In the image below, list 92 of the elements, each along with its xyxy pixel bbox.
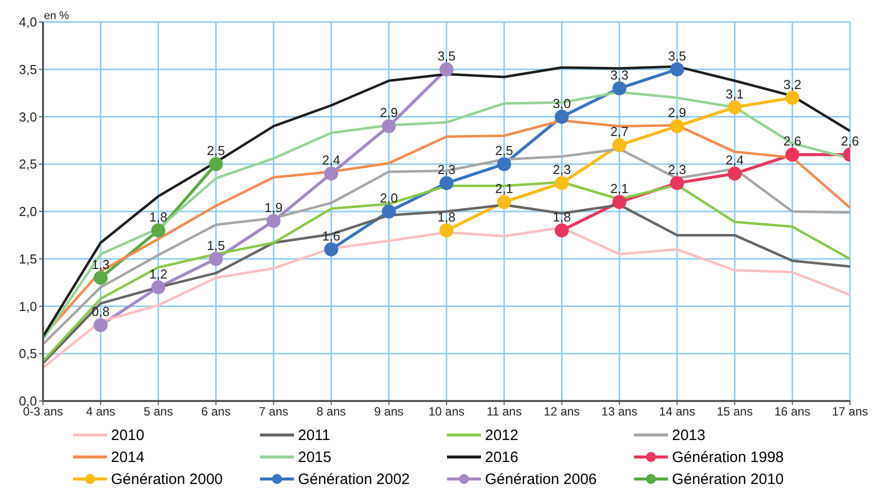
point bbox=[612, 81, 626, 96]
x-tick-label: 11 ans bbox=[486, 404, 522, 419]
data-label: 2,9 bbox=[380, 105, 398, 120]
point bbox=[382, 204, 396, 218]
point bbox=[440, 62, 454, 76]
data-label: 2,6 bbox=[840, 134, 860, 149]
data-label: 2,7 bbox=[610, 124, 628, 140]
point bbox=[266, 214, 281, 228]
legend-label: 2011 bbox=[298, 426, 330, 444]
data-label: 3,1 bbox=[726, 86, 744, 102]
point bbox=[440, 223, 454, 238]
x-tick-label: 12 ans bbox=[544, 404, 580, 419]
legend-label: Génération 2010 bbox=[672, 470, 784, 488]
point bbox=[497, 157, 512, 172]
data-label: 2,3 bbox=[668, 162, 686, 178]
point bbox=[151, 280, 166, 294]
legend-label: 2016 bbox=[485, 448, 518, 466]
x-tick-label: 9 ans bbox=[374, 404, 404, 419]
x-tick-label: 7 ans bbox=[258, 404, 288, 419]
data-label: 2,5 bbox=[495, 143, 514, 158]
y-tick-label: 1,0 bbox=[18, 298, 37, 314]
y-tick-label: 3,5 bbox=[18, 62, 37, 77]
x-tick-label: 10 ans bbox=[428, 404, 465, 419]
data-label: 1,2 bbox=[149, 266, 168, 282]
data-label: 2,4 bbox=[322, 152, 340, 168]
data-label: 2,3 bbox=[552, 162, 571, 178]
data-label: 2,0 bbox=[380, 190, 398, 206]
point bbox=[612, 138, 626, 152]
data-label: 1,5 bbox=[206, 238, 225, 253]
legend-label: Génération 1998 bbox=[672, 448, 784, 466]
data-label: 2,3 bbox=[437, 162, 456, 178]
data-label: 1,8 bbox=[437, 209, 456, 224]
data-label: 1,9 bbox=[264, 200, 283, 215]
point bbox=[670, 176, 684, 190]
point bbox=[554, 176, 569, 190]
x-tick-label: 6 ans bbox=[201, 404, 231, 419]
x-tick-label: 15 ans bbox=[716, 404, 753, 419]
data-label: 3,2 bbox=[783, 76, 802, 92]
y-tick-label: 4,0 bbox=[18, 14, 37, 30]
x-tick-label: 17 ans bbox=[832, 404, 868, 419]
x-tick-label: 8 ans bbox=[316, 404, 346, 419]
point bbox=[554, 223, 569, 238]
y-tick-label: 0,5 bbox=[18, 346, 37, 362]
point bbox=[728, 100, 742, 114]
y-tick-label: 3,0 bbox=[18, 109, 37, 124]
point bbox=[324, 242, 338, 256]
point bbox=[94, 318, 108, 332]
data-label: 1,3 bbox=[92, 256, 110, 272]
legend-label: Génération 2006 bbox=[485, 470, 597, 488]
legend-label: Génération 2000 bbox=[111, 470, 223, 488]
data-label: 2,4 bbox=[726, 152, 744, 168]
x-tick-label: 13 ans bbox=[601, 404, 638, 419]
point bbox=[785, 90, 800, 105]
point bbox=[440, 176, 454, 190]
point bbox=[324, 166, 338, 181]
data-label: 1,8 bbox=[149, 209, 168, 224]
legend-label: 2015 bbox=[298, 448, 332, 466]
legend-label: 2010 bbox=[111, 426, 144, 444]
x-tick-label: 16 ans bbox=[774, 404, 810, 419]
data-label: 3,5 bbox=[437, 48, 456, 64]
legend-label: 2012 bbox=[485, 426, 518, 444]
point bbox=[670, 62, 684, 76]
point bbox=[151, 223, 166, 238]
data-label: 2,6 bbox=[783, 134, 802, 149]
y-axis-title: en % bbox=[44, 10, 70, 22]
point bbox=[382, 119, 396, 134]
legend-label: 2014 bbox=[111, 448, 144, 466]
data-label: 3,5 bbox=[668, 48, 686, 64]
point bbox=[497, 195, 512, 210]
point bbox=[612, 195, 626, 210]
data-label: 3,3 bbox=[610, 67, 628, 82]
data-label: 2,5 bbox=[206, 143, 225, 158]
point bbox=[670, 119, 684, 134]
point bbox=[208, 252, 223, 266]
data-label: 3,0 bbox=[552, 96, 571, 111]
legend-label: Génération 2002 bbox=[298, 470, 410, 488]
point bbox=[208, 157, 223, 172]
data-label: 1,8 bbox=[552, 209, 571, 224]
x-tick-label: 4 ans bbox=[86, 404, 116, 419]
data-label: 0,8 bbox=[92, 304, 110, 320]
point bbox=[728, 166, 742, 181]
legend-label: 2013 bbox=[672, 426, 706, 444]
x-tick-label: 14 ans bbox=[659, 404, 696, 419]
point bbox=[785, 148, 800, 162]
x-tick-label: 5 ans bbox=[144, 404, 173, 419]
data-label: 2,1 bbox=[610, 181, 628, 196]
point bbox=[554, 110, 569, 124]
y-tick-label: 1,5 bbox=[18, 251, 37, 266]
y-tick-label: 2,5 bbox=[18, 156, 37, 172]
point bbox=[94, 270, 108, 285]
data-label: 2,9 bbox=[668, 105, 686, 120]
y-tick-label: 2,0 bbox=[18, 204, 37, 220]
